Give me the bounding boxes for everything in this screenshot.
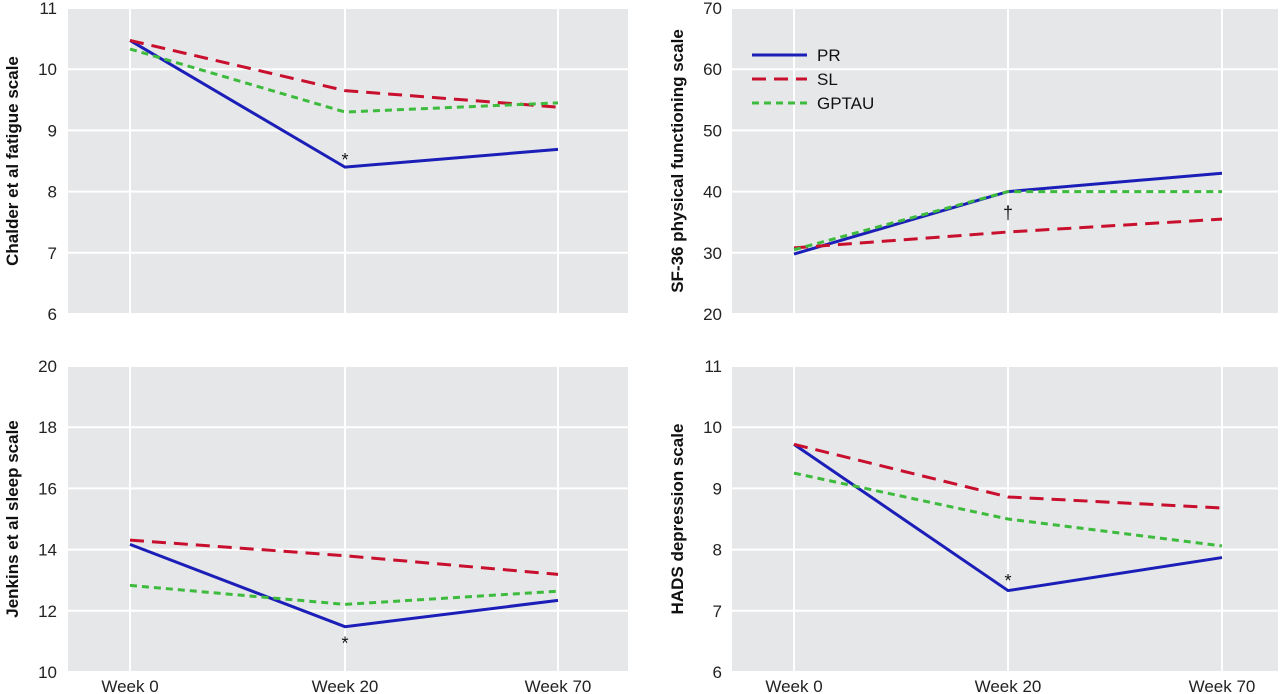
chart-panel-2: 20 30 40 50 60 70 SF-36 physical functioning s… [668,0,1278,324]
x-tick-label: Week 0 [101,677,158,694]
y-tick-label: 70 [703,0,722,18]
y-tick-label: 14 [38,541,57,560]
x-tick-label: Week 0 [765,677,822,694]
series-line-sl [129,538,559,576]
chart-panel-3: 10 12 14 16 18 20 Week 0 Week 20 Week 70 Jenkins … [3,357,628,694]
y-tick-label: 60 [703,60,722,79]
y-tick-label: 8 [713,541,722,560]
plot-background [732,366,1278,672]
y-tick-label: 6 [48,305,57,324]
y-tick-label: 10 [38,663,57,682]
y-tick-label: 20 [38,357,57,376]
y-axis-label: Chalder et al fatigue scale [3,56,22,266]
y-tick-label: 11 [704,357,722,376]
series-line-pr [129,39,559,169]
y-tick-label: 7 [713,602,722,621]
x-tick-label: Week 70 [525,677,592,694]
y-tick-label: 9 [713,479,722,498]
chart-panel-1: 6 7 8 9 10 11 Chalder et al fatigue scale * [3,0,628,324]
legend-label-pr: PR [817,46,841,65]
y-tick-label: 50 [703,121,722,140]
x-tick-label: Week 20 [312,677,379,694]
series-line-pr [129,542,559,629]
significance-marker: * [341,150,348,170]
series-line-gptau [129,47,559,114]
plot-background [732,8,1278,314]
y-tick-label: 10 [38,60,57,79]
y-tick-label: 12 [38,602,57,621]
y-tick-label: 30 [703,244,722,263]
y-axis-label: HADS depression scale [668,424,687,615]
chart-panel-4: 6 7 8 9 10 11 Week 0 Week 20 Week 70 HADS depress… [668,357,1278,694]
y-axis-label: Jenkins et al sleep scale [3,420,22,618]
legend-label-gptau: GPTAU [817,94,874,113]
plot-background [68,366,628,672]
y-tick-label: 18 [38,418,57,437]
y-tick-label: 20 [703,305,722,324]
series-line-pr [793,443,1223,593]
series-line-sl [793,217,1223,250]
significance-marker: * [341,633,348,653]
y-tick-label: 11 [39,0,57,18]
y-tick-label: 8 [48,183,57,202]
y-tick-label: 9 [48,121,57,140]
y-axis-label: SF-36 physical functioning scale [668,29,687,293]
y-tick-label: 6 [713,663,722,682]
series-line-sl [793,442,1223,510]
y-tick-label: 10 [703,418,722,437]
series-line-gptau [793,471,1223,548]
significance-marker: * [1004,571,1011,591]
series-line-gptau [793,190,1222,252]
y-tick-label: 40 [703,183,722,202]
legend: PR SL GPTAU [752,46,874,113]
x-tick-label: Week 70 [1189,677,1256,694]
y-tick-label: 7 [48,244,57,263]
y-tick-label: 16 [38,479,57,498]
legend-label-sl: SL [817,70,838,89]
significance-marker: † [1003,203,1013,223]
series-line-sl [129,38,559,109]
x-tick-label: Week 20 [975,677,1042,694]
